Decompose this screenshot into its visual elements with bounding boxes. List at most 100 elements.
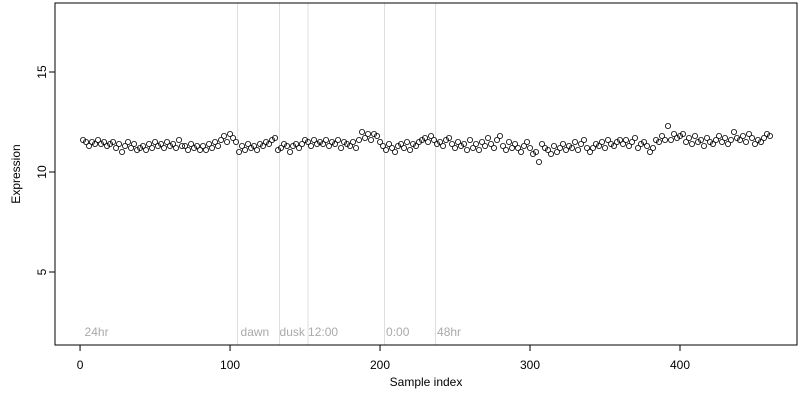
point [608, 140, 615, 147]
point [638, 140, 645, 147]
point [497, 132, 504, 139]
point [215, 142, 222, 149]
point [164, 138, 171, 145]
point [590, 144, 597, 151]
point [176, 136, 183, 143]
y-tick-label: 10 [35, 165, 49, 179]
point [560, 140, 567, 147]
point [239, 142, 246, 149]
point [230, 134, 237, 141]
point [98, 140, 105, 147]
point [380, 142, 387, 149]
point [287, 148, 294, 155]
point [140, 142, 147, 149]
point [335, 136, 342, 143]
point [218, 136, 225, 143]
point [425, 138, 432, 145]
point [227, 130, 234, 137]
point [146, 140, 153, 147]
point [701, 142, 708, 149]
point [494, 136, 501, 143]
point [422, 134, 429, 141]
point [614, 138, 621, 145]
point [104, 142, 111, 149]
point [257, 140, 264, 147]
point [470, 144, 477, 151]
point [749, 134, 756, 141]
point [191, 144, 198, 151]
point [482, 142, 489, 149]
x-tick-label: 300 [520, 358, 540, 372]
point [362, 134, 369, 141]
point [500, 142, 507, 149]
point [197, 146, 204, 153]
plot-frame [54, 2, 798, 346]
x-tick-label: 0 [77, 358, 84, 372]
point [323, 136, 330, 143]
point [155, 142, 162, 149]
point [551, 142, 558, 149]
point [650, 144, 657, 151]
point [269, 136, 276, 143]
point [437, 138, 444, 145]
point [254, 146, 261, 153]
point [440, 142, 447, 149]
point [713, 136, 720, 143]
point [695, 138, 702, 145]
point [659, 132, 666, 139]
point [110, 138, 117, 145]
point [605, 136, 612, 143]
point [485, 134, 492, 141]
point [716, 132, 723, 139]
point [431, 136, 438, 143]
y-axis-label: Expression [9, 144, 23, 203]
point [401, 144, 408, 151]
point [245, 140, 252, 147]
point [461, 140, 468, 147]
point [344, 140, 351, 147]
point [707, 138, 714, 145]
point [527, 144, 534, 151]
point [710, 140, 717, 147]
point [626, 142, 633, 149]
point [116, 140, 123, 147]
point [545, 146, 552, 153]
annotation: dawn [241, 325, 270, 339]
point [317, 138, 324, 145]
point [680, 130, 687, 137]
point [128, 144, 135, 151]
point [569, 144, 576, 151]
point [365, 130, 372, 137]
point [509, 144, 516, 151]
point [347, 142, 354, 149]
point [122, 142, 129, 149]
point [188, 140, 195, 147]
point [161, 144, 168, 151]
point [434, 140, 441, 147]
point [635, 144, 642, 151]
point [149, 144, 156, 151]
point [653, 136, 660, 143]
point [728, 136, 735, 143]
point [557, 144, 564, 151]
point [236, 148, 243, 155]
point [251, 142, 258, 149]
point [185, 146, 192, 153]
point [101, 138, 108, 145]
point [152, 138, 159, 145]
point [203, 146, 210, 153]
point [83, 138, 90, 145]
point [572, 138, 579, 145]
point [263, 138, 270, 145]
point [704, 134, 711, 141]
y-tick-label: 15 [35, 65, 49, 79]
point [134, 146, 141, 153]
point [359, 128, 366, 135]
point [518, 148, 525, 155]
point [212, 138, 219, 145]
point [731, 128, 738, 135]
point [455, 138, 462, 145]
point [428, 132, 435, 139]
point [536, 158, 543, 165]
point [767, 132, 774, 139]
